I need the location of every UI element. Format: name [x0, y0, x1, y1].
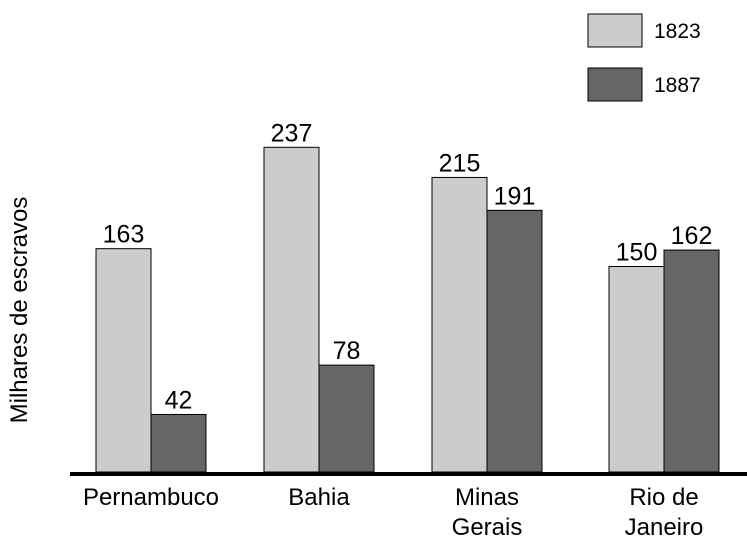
bar-1823-1 [263, 146, 320, 473]
bars-layer [95, 146, 720, 473]
x-tick-label-3-0: Rio de [629, 484, 698, 511]
x-tick-label-1-0: Bahia [288, 484, 350, 511]
legend-swatch-1887 [587, 67, 643, 102]
x-tick-label-2-0: Minas [455, 484, 519, 511]
x-tick-label-0-0: Pernambuco [83, 484, 219, 511]
legend-swatch-1823 [587, 13, 643, 48]
data-label-1887-1: 78 [333, 337, 361, 365]
y-axis-label: Milhares de escravos [6, 197, 33, 424]
data-label-1887-2: 191 [494, 182, 536, 210]
bar-1823-0 [95, 248, 152, 473]
x-tick-label-3-1: Janeiro [625, 514, 704, 541]
bar-1823-2 [431, 176, 488, 473]
data-label-1823-1: 237 [271, 119, 313, 147]
bar-1887-0 [150, 413, 207, 473]
data-label-1823-0: 163 [103, 221, 145, 249]
data-label-1823-2: 215 [439, 149, 481, 177]
bar-1887-2 [486, 209, 543, 473]
x-tick-labels-layer: Pernambuco Bahia Minas Gerais Rio de Janeiro [83, 484, 703, 541]
bar-1887-3 [663, 249, 720, 473]
bar-1823-3 [608, 266, 665, 473]
data-label-1887-0: 42 [165, 386, 193, 414]
legend-label-1823: 1823 [654, 20, 701, 43]
data-labels-layer: 163 237 215 150 42 78 191 162 [103, 119, 713, 414]
x-tick-label-2-1: Gerais [452, 514, 523, 541]
legend: 1823 1887 [587, 13, 701, 102]
legend-label-1887: 1887 [654, 74, 701, 97]
data-label-1823-3: 150 [616, 239, 658, 267]
data-label-1887-3: 162 [671, 222, 713, 250]
bar-1887-1 [318, 364, 375, 473]
